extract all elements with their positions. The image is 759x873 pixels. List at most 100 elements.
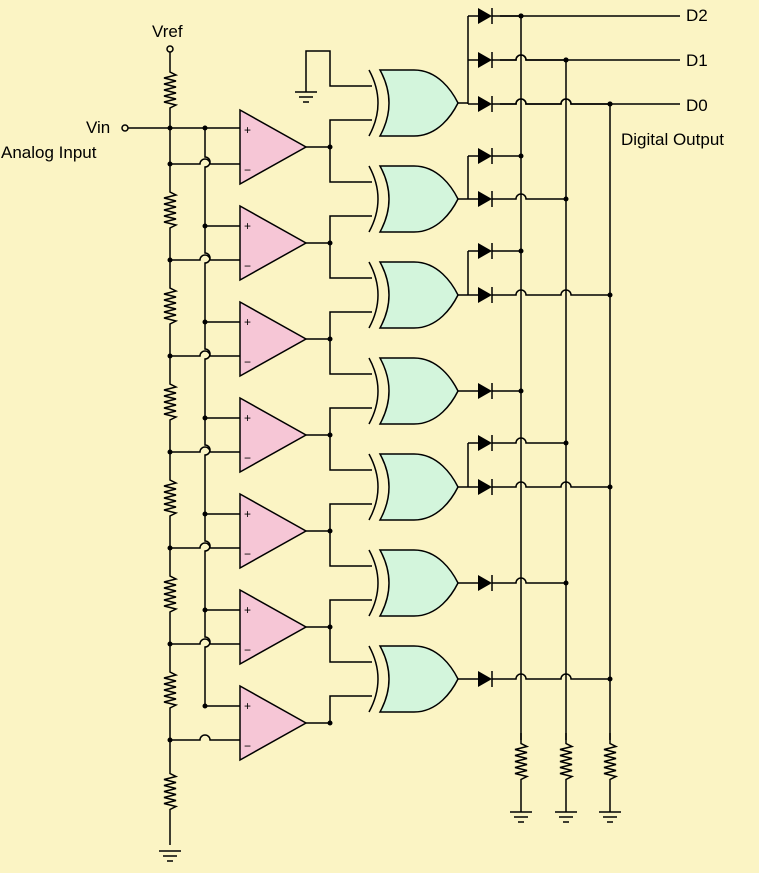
xor-body	[378, 549, 459, 617]
plus-sign: +	[244, 123, 251, 137]
comparator-body	[239, 492, 308, 570]
plus-sign: +	[244, 507, 251, 521]
junction-dot	[202, 319, 208, 325]
vref-label: Vref	[152, 22, 183, 41]
minus-sign: −	[244, 259, 251, 273]
diode	[478, 52, 493, 68]
diode-to-bus	[492, 577, 566, 584]
gate-input	[329, 339, 372, 375]
junction-dot	[327, 144, 333, 150]
gate-input	[329, 311, 372, 339]
junction-dot	[327, 240, 333, 246]
d0-label: D0	[686, 96, 708, 115]
diode-triangle	[478, 8, 492, 24]
xor-body	[378, 453, 459, 521]
xor-gate	[368, 69, 459, 137]
diode-triangle	[478, 575, 492, 591]
comparator-body	[239, 396, 308, 474]
diode-to-bus	[492, 289, 610, 296]
ladder-resistor	[163, 258, 179, 354]
ground-input	[305, 50, 372, 92]
xor-gate	[368, 165, 459, 233]
diode	[478, 435, 493, 451]
resistor-zigzag	[163, 450, 179, 546]
junction-dot	[327, 528, 333, 534]
plus-sign: +	[244, 315, 251, 329]
tap-wire	[170, 638, 240, 645]
junction-dot	[167, 737, 173, 743]
junction-dot	[167, 125, 173, 131]
d1-label: D1	[686, 51, 708, 70]
minus-sign: −	[244, 451, 251, 465]
ground-lines	[159, 850, 181, 862]
junction-dot	[563, 440, 569, 446]
xor-body	[378, 165, 459, 233]
xor-body	[378, 645, 459, 713]
ladder-resistor	[163, 738, 179, 845]
junction-dot	[607, 484, 613, 490]
junction-dot	[202, 223, 208, 229]
diode	[478, 148, 493, 164]
diode-to-bus	[492, 98, 610, 105]
junction-dot	[167, 449, 173, 455]
diode-triangle	[478, 383, 492, 399]
comparator: +−	[239, 300, 308, 378]
gate-input	[329, 215, 372, 243]
digital-output-label: Digital Output	[621, 130, 724, 149]
minus-sign: −	[244, 163, 251, 177]
resistor-zigzag	[163, 52, 179, 128]
gate-input	[329, 407, 372, 435]
junction-dot	[167, 641, 173, 647]
diode	[478, 383, 493, 399]
gate-input	[329, 119, 372, 147]
junction-dot	[563, 580, 569, 586]
ladder-resistor	[163, 546, 179, 642]
vin-terminal	[121, 124, 129, 132]
junction-dot	[518, 13, 524, 19]
gate-input	[329, 627, 372, 663]
xor-input-curve	[368, 357, 379, 425]
pulldown-ground	[599, 811, 621, 823]
junction-dot	[563, 196, 569, 202]
junction-dot	[202, 511, 208, 517]
xor-body	[378, 357, 459, 425]
diode	[478, 287, 493, 303]
junction-dot	[563, 57, 569, 63]
xor-input-curve	[368, 645, 379, 713]
diode	[478, 479, 493, 495]
comparator: +−	[239, 396, 308, 474]
xor-body	[378, 261, 459, 329]
comparator-body	[239, 108, 308, 186]
comparator-body	[239, 300, 308, 378]
junction-dot	[202, 703, 208, 709]
ladder-resistor	[163, 642, 179, 738]
junction-dot	[202, 607, 208, 613]
junction-dot	[202, 415, 208, 421]
tap-wire	[170, 542, 240, 549]
comparator-body	[239, 588, 308, 666]
resistor-zigzag	[559, 733, 575, 790]
pulldown-ground	[555, 811, 577, 823]
junction-dot	[607, 676, 613, 682]
junction-dot	[518, 248, 524, 254]
diode-to-bus	[492, 54, 566, 61]
xor-body	[378, 69, 459, 137]
junction-dot	[327, 624, 333, 630]
comparator: +−	[239, 204, 308, 282]
gate-input	[329, 531, 372, 567]
comparator: +−	[239, 684, 308, 762]
minus-sign: −	[244, 739, 251, 753]
diode	[478, 191, 493, 207]
comparator-body	[239, 204, 308, 282]
junction-dot	[607, 101, 613, 107]
diode-to-bus	[492, 481, 610, 488]
tap-wire	[170, 350, 240, 357]
junction-dot	[327, 432, 333, 438]
resistor-zigzag	[163, 354, 179, 450]
junction-dot	[518, 153, 524, 159]
xor-gate	[368, 549, 459, 617]
plus-sign: +	[244, 219, 251, 233]
resistor-zigzag	[163, 258, 179, 354]
junction-dot	[607, 292, 613, 298]
